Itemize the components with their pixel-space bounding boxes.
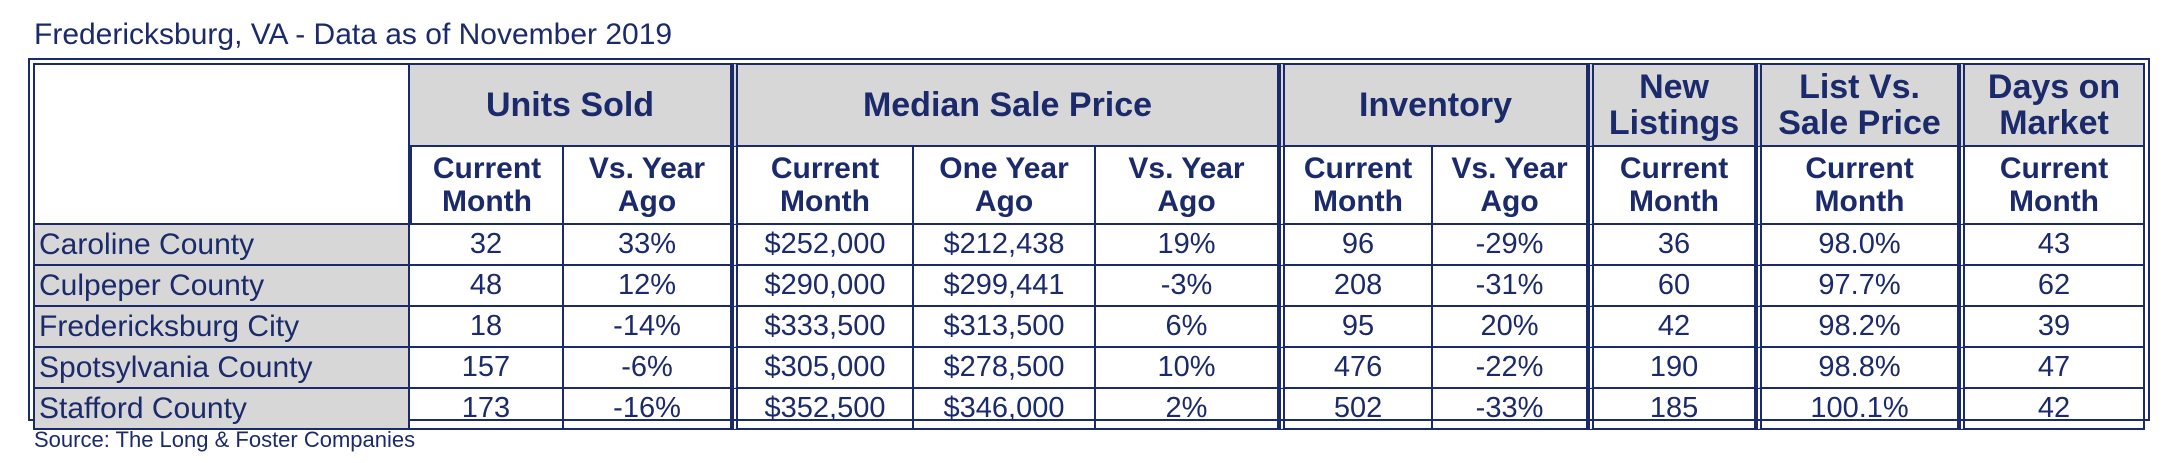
inventory-cell: 96 [1279, 225, 1434, 266]
days-on-market-cell: 43 [1959, 225, 2146, 266]
inventory-cell: 502 [1279, 389, 1434, 430]
inventory-vs-year-cell: -33% [1433, 389, 1589, 430]
inventory-cell: 95 [1279, 307, 1434, 348]
median-price-prev-cell: $313,500 [914, 307, 1097, 348]
median-price-cell: $305,000 [732, 348, 915, 389]
row-label: Spotsylvania County [33, 348, 410, 389]
units-vs-year-cell: -16% [564, 389, 733, 430]
row-label: Fredericksburg City [33, 307, 410, 348]
row-label: Culpeper County [33, 266, 410, 307]
list-vs-sale-cell: 98.2% [1756, 307, 1960, 348]
table-row: Fredericksburg City 18 -14% $333,500 $31… [33, 307, 2146, 348]
median-price-vs-year-cell: 10% [1096, 348, 1280, 389]
subheader-days-on-market-current-month: Current Month [1959, 147, 2146, 225]
list-vs-sale-cell: 98.0% [1756, 225, 1960, 266]
subheader-inventory-vs-year-ago: Vs. Year Ago [1433, 147, 1589, 225]
subheader-price-one-year-ago: One Year Ago [914, 147, 1097, 225]
units-sold-cell: 157 [410, 348, 564, 389]
units-sold-cell: 32 [410, 225, 564, 266]
inventory-vs-year-cell: -29% [1433, 225, 1589, 266]
corner-blank-cell [33, 63, 410, 225]
median-price-cell: $290,000 [732, 266, 915, 307]
group-header-new-listings: New Listings [1588, 63, 1757, 147]
median-price-prev-cell: $212,438 [914, 225, 1097, 266]
new-listings-cell: 185 [1588, 389, 1757, 430]
median-price-cell: $352,500 [732, 389, 915, 430]
subheader-units-vs-year-ago: Vs. Year Ago [564, 147, 733, 225]
days-on-market-cell: 62 [1959, 266, 2146, 307]
units-sold-cell: 18 [410, 307, 564, 348]
subheader-units-current-month: Current Month [410, 147, 564, 225]
median-price-cell: $252,000 [732, 225, 915, 266]
inventory-cell: 208 [1279, 266, 1434, 307]
list-vs-sale-cell: 100.1% [1756, 389, 1960, 430]
subheader-list-vs-sale-current-month: Current Month [1756, 147, 1960, 225]
source-note: Source: The Long & Foster Companies [34, 427, 416, 452]
row-label: Stafford County [33, 389, 410, 430]
units-vs-year-cell: 12% [564, 266, 733, 307]
group-header-days-on-market: Days on Market [1959, 63, 2146, 147]
median-price-vs-year-cell: 19% [1096, 225, 1280, 266]
table-outer-frame [28, 58, 2150, 421]
subheader-price-vs-year-ago: Vs. Year Ago [1096, 147, 1280, 225]
table-row: Spotsylvania County 157 -6% $305,000 $27… [33, 348, 2146, 389]
median-price-prev-cell: $346,000 [914, 389, 1097, 430]
new-listings-cell: 36 [1588, 225, 1757, 266]
new-listings-cell: 60 [1588, 266, 1757, 307]
list-vs-sale-cell: 97.7% [1756, 266, 1960, 307]
units-vs-year-cell: 33% [564, 225, 733, 266]
group-header-units-sold: Units Sold [410, 63, 733, 147]
subheader-new-listings-current-month: Current Month [1588, 147, 1757, 225]
days-on-market-cell: 42 [1959, 389, 2146, 430]
list-vs-sale-cell: 98.8% [1756, 348, 1960, 389]
subheader-inventory-current-month: Current Month [1279, 147, 1434, 225]
inventory-vs-year-cell: 20% [1433, 307, 1589, 348]
report-title: Fredericksburg, VA - Data as of November… [34, 18, 673, 51]
median-price-vs-year-cell: -3% [1096, 266, 1280, 307]
inventory-vs-year-cell: -22% [1433, 348, 1589, 389]
units-sold-cell: 173 [410, 389, 564, 430]
group-header-median-sale-price: Median Sale Price [732, 63, 1280, 147]
group-header-list-vs-sale-price: List Vs. Sale Price [1756, 63, 1960, 147]
median-price-prev-cell: $278,500 [914, 348, 1097, 389]
days-on-market-cell: 47 [1959, 348, 2146, 389]
inventory-cell: 476 [1279, 348, 1434, 389]
median-price-cell: $333,500 [732, 307, 915, 348]
units-vs-year-cell: -14% [564, 307, 733, 348]
row-label: Caroline County [33, 225, 410, 266]
table-row: Stafford County 173 -16% $352,500 $346,0… [33, 389, 2146, 430]
group-header-inventory: Inventory [1279, 63, 1589, 147]
table-row: Caroline County 32 33% $252,000 $212,438… [33, 225, 2146, 266]
units-vs-year-cell: -6% [564, 348, 733, 389]
market-data-table: Units Sold Median Sale Price Inventory N… [33, 63, 2146, 430]
new-listings-cell: 42 [1588, 307, 1757, 348]
median-price-prev-cell: $299,441 [914, 266, 1097, 307]
days-on-market-cell: 39 [1959, 307, 2146, 348]
table-row: Culpeper County 48 12% $290,000 $299,441… [33, 266, 2146, 307]
median-price-vs-year-cell: 6% [1096, 307, 1280, 348]
inventory-vs-year-cell: -31% [1433, 266, 1589, 307]
median-price-vs-year-cell: 2% [1096, 389, 1280, 430]
units-sold-cell: 48 [410, 266, 564, 307]
new-listings-cell: 190 [1588, 348, 1757, 389]
subheader-price-current-month: Current Month [732, 147, 915, 225]
